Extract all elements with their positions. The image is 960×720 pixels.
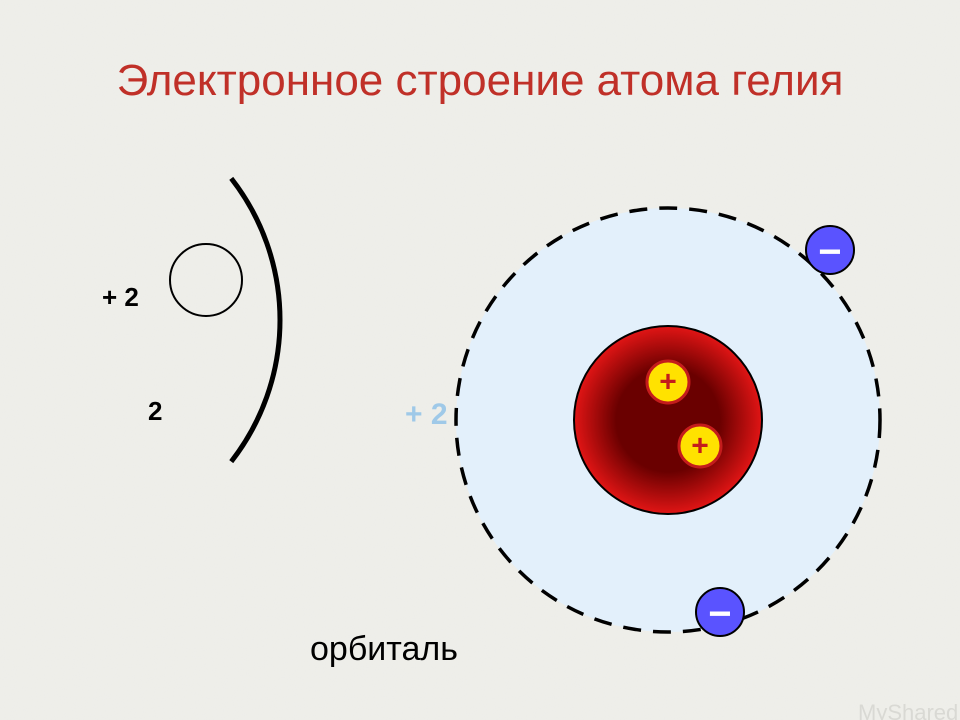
- electron-minus-icon: −: [708, 592, 731, 636]
- nucleus-circle: [574, 326, 762, 514]
- shell-arc: [231, 178, 280, 461]
- shell-small-circle: [170, 244, 242, 316]
- diagram-svg: + + − −: [0, 0, 960, 720]
- electron-minus-icon: −: [818, 230, 841, 274]
- proton-plus-icon: +: [659, 366, 677, 399]
- proton-plus-icon: +: [691, 430, 709, 463]
